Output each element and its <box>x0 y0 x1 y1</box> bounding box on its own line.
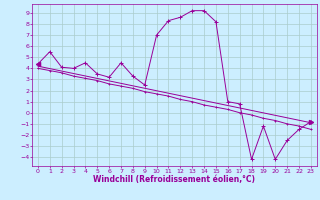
X-axis label: Windchill (Refroidissement éolien,°C): Windchill (Refroidissement éolien,°C) <box>93 175 255 184</box>
